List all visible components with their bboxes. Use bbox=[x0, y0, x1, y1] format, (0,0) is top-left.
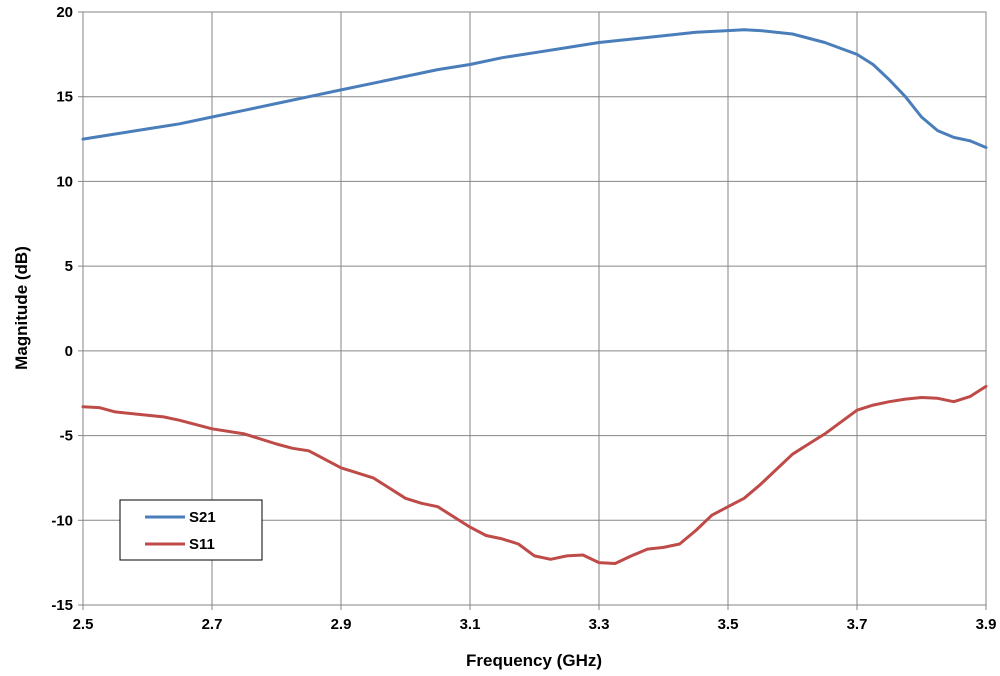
y-tick-label: -15 bbox=[51, 597, 73, 614]
x-tick-label: 2.7 bbox=[202, 616, 223, 633]
x-tick-label: 2.9 bbox=[331, 616, 352, 633]
y-axis-title: Magnitude (dB) bbox=[12, 246, 31, 370]
series-line-s11 bbox=[81, 384, 988, 565]
x-tick-label: 3.1 bbox=[460, 616, 481, 633]
x-tick-label: 2.5 bbox=[73, 616, 94, 633]
legend: S21 S11 bbox=[119, 499, 263, 561]
y-tick-label: -10 bbox=[51, 512, 73, 529]
x-axis-ticks: 2.5 2.7 2.9 3.1 3.3 3.5 3.7 3.9 bbox=[73, 605, 997, 633]
x-tick-label: 3.5 bbox=[718, 616, 739, 633]
y-axis-ticks: 20 15 10 5 0 -5 -10 -15 bbox=[51, 4, 83, 614]
series-layer bbox=[81, 28, 988, 565]
y-tick-label: -5 bbox=[60, 428, 73, 445]
series-line-s21 bbox=[81, 28, 988, 149]
legend-label-s21: S21 bbox=[189, 509, 216, 526]
y-tick-label: 20 bbox=[56, 4, 73, 21]
x-axis-title: Frequency (GHz) bbox=[466, 651, 602, 670]
legend-box bbox=[119, 499, 263, 561]
y-tick-label: 0 bbox=[65, 343, 73, 360]
y-tick-label: 5 bbox=[65, 258, 73, 275]
legend-label-s11: S11 bbox=[189, 536, 215, 553]
y-tick-label: 10 bbox=[56, 173, 73, 190]
y-tick-label: 15 bbox=[56, 89, 73, 106]
x-tick-label: 3.7 bbox=[847, 616, 868, 633]
x-tick-label: 3.3 bbox=[589, 616, 610, 633]
x-tick-label: 3.9 bbox=[976, 616, 997, 633]
